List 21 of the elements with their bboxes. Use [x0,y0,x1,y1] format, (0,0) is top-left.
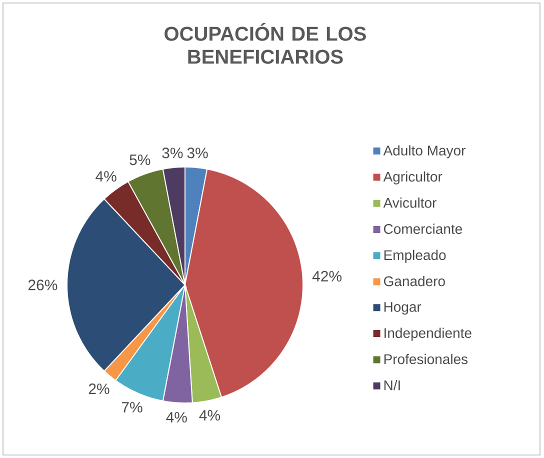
legend-label: Hogar [384,302,422,315]
data-label: 3% [162,148,183,158]
data-label: 7% [122,402,142,412]
legend-label: Empleado [384,250,446,263]
chart-title: OCUPACIÓN DE LOS BENEFICIARIOS [164,22,366,64]
legend-label: Comerciante [384,224,462,234]
data-label: 26% [28,280,58,290]
data-label: 4% [96,171,116,182]
data-label: 3% [187,148,208,158]
legend-label: Profesionales [384,354,468,364]
legend-label: Independiente [384,328,472,341]
data-label: 2% [88,384,110,394]
data-label: 4% [199,410,220,421]
legend-label: Avicultor [383,198,436,208]
legend-label: Agricultor [383,171,442,184]
legend-label: Ganadero [384,276,445,286]
data-label: 42% [312,270,342,282]
legend-label: Adulto Mayor [383,145,466,158]
data-label: 4% [166,412,187,423]
legend-label: N/I [384,380,400,390]
data-label: 5% [130,154,150,166]
